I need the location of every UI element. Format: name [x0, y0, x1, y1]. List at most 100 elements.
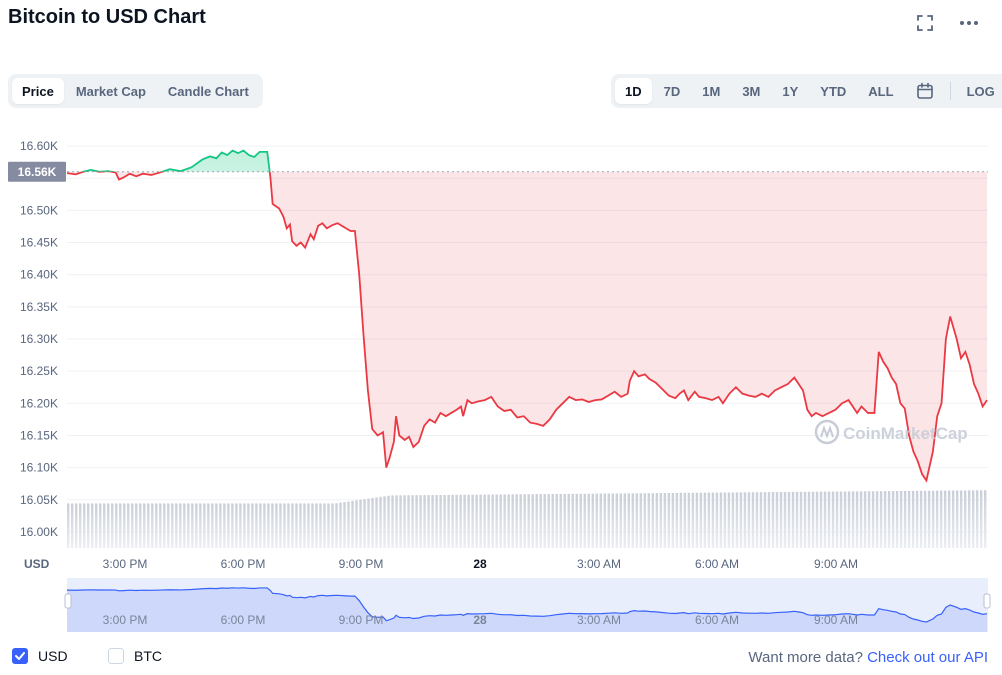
volume-bar: [199, 503, 202, 548]
volume-bar: [91, 503, 94, 548]
volume-bar: [111, 503, 114, 548]
volume-bar: [543, 494, 546, 548]
volume-bar: [955, 490, 959, 548]
api-promo-text: Want more data?: [748, 649, 863, 666]
volume-bar: [823, 491, 827, 548]
volume-bar: [639, 493, 643, 548]
volume-bar: [591, 493, 594, 548]
y-tick-label: 16.60K: [20, 139, 58, 153]
volume-bar: [399, 495, 402, 548]
volume-bar: [859, 491, 863, 548]
volume-bar: [495, 494, 498, 548]
volume-bar: [123, 503, 126, 548]
volume-bar: [407, 495, 410, 548]
volume-bar: [687, 492, 691, 548]
price-chart[interactable]: 16.60K 16.50K 16.45K 16.40K 16.35K 16.30K 16.2…: [0, 130, 1002, 635]
tab-candle-chart[interactable]: Candle Chart: [167, 83, 249, 99]
volume-bar: [875, 491, 879, 548]
volume-bar: [899, 491, 903, 548]
y-tick-label: 16.00K: [20, 525, 58, 539]
volume-bar: [483, 494, 486, 548]
currency-label: USD: [24, 557, 50, 571]
volume-bar: [787, 491, 791, 548]
volume-bar: [811, 491, 815, 548]
range-1y[interactable]: 1Y: [782, 83, 799, 99]
navigator-handle-right[interactable]: [983, 593, 991, 609]
range-ytd[interactable]: YTD: [820, 83, 847, 99]
volume-bar: [343, 502, 346, 548]
legend-usd[interactable]: USD: [12, 648, 68, 664]
price-line-down: [67, 171, 988, 483]
range-1m[interactable]: 1M: [702, 83, 721, 99]
log-scale-button[interactable]: LOG: [966, 83, 995, 99]
btc-checkbox-icon[interactable]: [108, 648, 124, 664]
volume-bar: [931, 490, 935, 548]
volume-bar: [451, 494, 454, 548]
volume-bar: [211, 503, 214, 548]
fullscreen-icon[interactable]: [914, 12, 936, 34]
volume-bar: [443, 494, 446, 548]
navigator-handle-left[interactable]: [64, 593, 72, 609]
volume-bar: [927, 490, 931, 548]
y-tick-label: 16.45K: [20, 236, 58, 250]
current-price-tag: [8, 161, 66, 182]
range-all[interactable]: ALL: [868, 83, 894, 99]
volume-bar: [511, 494, 514, 548]
volume-bar: [983, 490, 987, 548]
volume-bar: [419, 495, 422, 548]
volume-bar: [455, 494, 458, 548]
volume-bar: [739, 492, 743, 548]
x-tick-label: 28: [473, 557, 487, 571]
volume-bar: [283, 503, 286, 548]
volume-bar: [803, 491, 807, 548]
volume-bar: [315, 503, 318, 548]
volume-bar: [107, 503, 110, 548]
y-tick-label: 16.50K: [20, 203, 58, 217]
coinmarketcap-watermark: CoinMarketCap: [814, 419, 968, 445]
volume-bar: [95, 503, 98, 548]
volume-bar: [159, 503, 162, 548]
volume-bar: [935, 490, 939, 548]
volume-bar: [903, 490, 907, 548]
volume-bar: [587, 493, 590, 548]
y-tick-label: 16.15K: [20, 428, 58, 442]
volume-bar: [167, 503, 170, 548]
volume-bar: [723, 492, 727, 548]
volume-bar: [231, 503, 234, 548]
volume-bar: [255, 503, 258, 548]
usd-checkbox-icon[interactable]: [12, 648, 28, 664]
volume-bar: [727, 492, 731, 548]
volume-bar: [319, 503, 322, 548]
tab-market-cap[interactable]: Market Cap: [75, 83, 146, 99]
volume-bar: [871, 491, 875, 548]
toolbar-divider: [949, 82, 951, 100]
range-1d[interactable]: 1D: [615, 78, 652, 104]
volume-bar: [759, 492, 763, 548]
volume-bar: [371, 498, 374, 548]
volume-bar: [247, 503, 250, 548]
more-icon[interactable]: [958, 12, 980, 34]
api-link[interactable]: Check out our API: [867, 649, 988, 666]
volume-bar: [855, 491, 859, 548]
legend-btc[interactable]: BTC: [108, 648, 162, 664]
price-area-down: [67, 171, 987, 481]
x-tick-label: 3:00 AM: [577, 557, 621, 571]
tab-price[interactable]: Price: [12, 78, 64, 104]
volume-bar: [711, 492, 715, 548]
volume-bar: [883, 491, 887, 548]
volume-bar: [75, 503, 78, 548]
watermark-text: CoinMarketCap: [843, 424, 968, 443]
volume-bar: [351, 500, 354, 548]
x-tick-label: 3:00 PM: [103, 557, 148, 571]
range-7d[interactable]: 7D: [663, 83, 681, 99]
volume-bar: [895, 491, 899, 548]
volume-bar: [171, 503, 174, 548]
volume-bar: [719, 492, 723, 548]
calendar-icon[interactable]: [906, 78, 944, 104]
volume-bar: [127, 503, 130, 548]
y-tick-label: 16.10K: [20, 461, 58, 475]
price-area-up: [83, 150, 270, 172]
volume-bar: [567, 493, 570, 548]
volume-bar: [619, 493, 622, 548]
range-3m[interactable]: 3M: [742, 83, 761, 99]
